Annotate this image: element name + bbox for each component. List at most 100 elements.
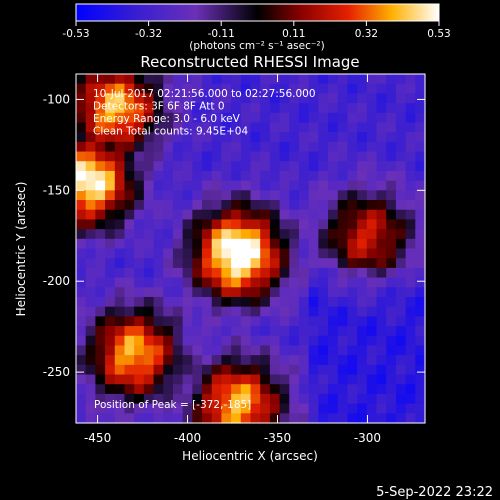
heatmap-cell [337,384,349,395]
heatmap-cell [231,403,242,414]
heatmap-cell [405,316,416,327]
heatmap-cell [298,74,310,85]
heatmap-cell [395,122,407,133]
heatmap-cell [211,393,223,405]
heatmap-cell [114,316,126,327]
heatmap-cell [328,403,339,414]
heatmap-cell [231,74,242,85]
heatmap-cell [260,229,271,240]
heatmap-cell [163,132,174,143]
heatmap-cell [337,219,349,230]
heatmap-cell [153,209,164,221]
heatmap-cell [76,267,87,279]
heatmap-cell [231,103,242,114]
heatmap-cell [76,141,87,153]
heatmap-cell [153,122,164,133]
heatmap-cell [357,335,368,347]
heatmap-cell [386,151,397,162]
heatmap-cell [172,248,184,259]
heatmap-cell [289,141,300,153]
heatmap-cell [289,364,300,376]
heatmap-cell [240,180,252,191]
heatmap-cell [105,374,116,385]
heatmap-cell [366,151,378,162]
heatmap-cell [114,403,126,414]
heatmap-cell [182,345,193,356]
heatmap-cell [298,258,310,269]
heatmap-cell [240,248,252,259]
heatmap-cell [192,277,203,288]
heatmap-cell [134,316,145,327]
heatmap-cell [240,306,252,317]
heatmap-cell [163,238,174,250]
heatmap-cell [357,374,368,385]
heatmap-cell [95,403,106,414]
heatmap-cell [415,122,426,133]
heatmap-cell [415,267,426,279]
heatmap-cell [95,200,106,211]
heatmap-cell [347,190,358,201]
heatmap-cell [279,200,290,211]
heatmap-cell [95,384,106,395]
heatmap-cell [357,345,368,356]
heatmap-cell [95,296,106,308]
heatmap-cell [337,161,349,172]
heatmap-cell [124,122,135,133]
heatmap-cell [279,93,290,104]
heatmap-cell [328,93,339,104]
heatmap-cell [347,112,358,124]
heatmap-cell [105,112,116,124]
heatmap-cell [260,258,271,269]
heatmap-cell [124,219,135,230]
heatmap-cell [318,345,329,356]
heatmap-cell [192,296,203,308]
heatmap-cell [143,364,155,376]
heatmap-cell [279,316,290,327]
heatmap-cell [85,209,96,221]
heatmap-cell [298,413,310,424]
heatmap-cell [221,200,232,211]
heatmap-cell [143,83,155,94]
heatmap-cell [386,112,397,124]
heatmap-cell [269,345,281,356]
heatmap-cell [308,122,319,133]
heatmap-cell [172,141,184,153]
heatmap-cell [347,103,358,114]
heatmap-cell [279,103,290,114]
heatmap-cell [337,229,349,240]
heatmap-cell [260,345,271,356]
heatmap-cell [172,316,184,327]
heatmap-cell [337,180,349,191]
heatmap-cell [192,132,203,143]
heatmap-cell [134,112,145,124]
heatmap-cell [250,93,261,104]
heatmap-cell [114,74,126,85]
heatmap-cell [405,170,416,182]
heatmap-cell [260,93,271,104]
heatmap-cell [153,413,164,424]
heatmap-cell [221,112,232,124]
heatmap-cell [114,306,126,317]
heatmap-cell [231,287,242,298]
heatmap-cell [95,413,106,424]
heatmap-cell [328,200,339,211]
heatmap-cell [105,326,116,337]
heatmap-cell [134,219,145,230]
heatmap-cell [386,345,397,356]
heatmap-cell [114,83,126,94]
heatmap-cell [105,132,116,143]
heatmap-cell [250,151,261,162]
heatmap-cell [134,238,145,250]
heatmap-cell [221,151,232,162]
heatmap-cell [347,403,358,414]
heatmap-cell [405,83,416,94]
heatmap-cell [279,403,290,414]
heatmap-cell [260,190,271,201]
heatmap-cell [308,238,319,250]
heatmap-cell [347,355,358,366]
heatmap-cell [105,74,116,85]
heatmap-cell [124,209,135,221]
heatmap-cell [105,413,116,424]
heatmap-cell [328,180,339,191]
heatmap-cell [231,112,242,124]
